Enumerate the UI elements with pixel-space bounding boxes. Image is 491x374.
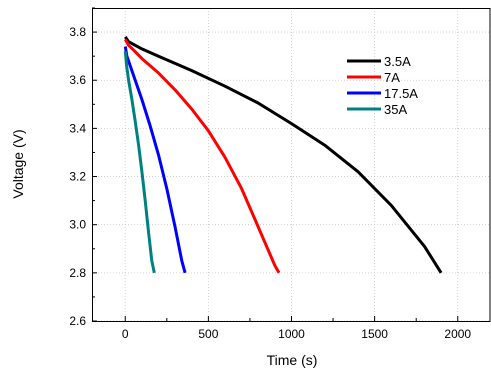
x-axis-title: Time (s) xyxy=(267,352,318,368)
y-axis-title: Voltage (V) xyxy=(10,129,26,198)
y-tick-label: 2.6 xyxy=(69,314,86,328)
y-tick-label: 3.8 xyxy=(69,25,86,39)
y-tick-label: 2.8 xyxy=(69,266,86,280)
x-tick-label: 1500 xyxy=(361,327,388,341)
x-tick-label: 2000 xyxy=(444,327,471,341)
gridlines xyxy=(92,8,491,322)
series-line xyxy=(123,51,156,274)
y-tick-label: 3.2 xyxy=(69,170,86,184)
x-tick-label: 0 xyxy=(122,327,129,341)
series-lines xyxy=(123,36,443,274)
series-line xyxy=(123,46,187,274)
y-tick-label: 3.4 xyxy=(69,121,86,135)
legend-label: 3.5A xyxy=(384,54,411,69)
series-line xyxy=(124,36,443,274)
y-tick-label: 3.0 xyxy=(69,218,86,232)
legend-label: 17.5A xyxy=(384,86,418,101)
series-line xyxy=(123,38,281,274)
legend-label: 35A xyxy=(384,102,407,117)
y-tick-label: 3.6 xyxy=(69,73,86,87)
plot-frame xyxy=(92,8,491,322)
x-tick-label: 1000 xyxy=(278,327,305,341)
axis-ticks: 0 500 1000 1500 2000 2.6 2.8 3.0 3.2 3.4 3.6 3.8 xyxy=(69,7,471,341)
x-tick-label: 500 xyxy=(198,327,218,341)
legend-label: 7A xyxy=(384,70,400,85)
